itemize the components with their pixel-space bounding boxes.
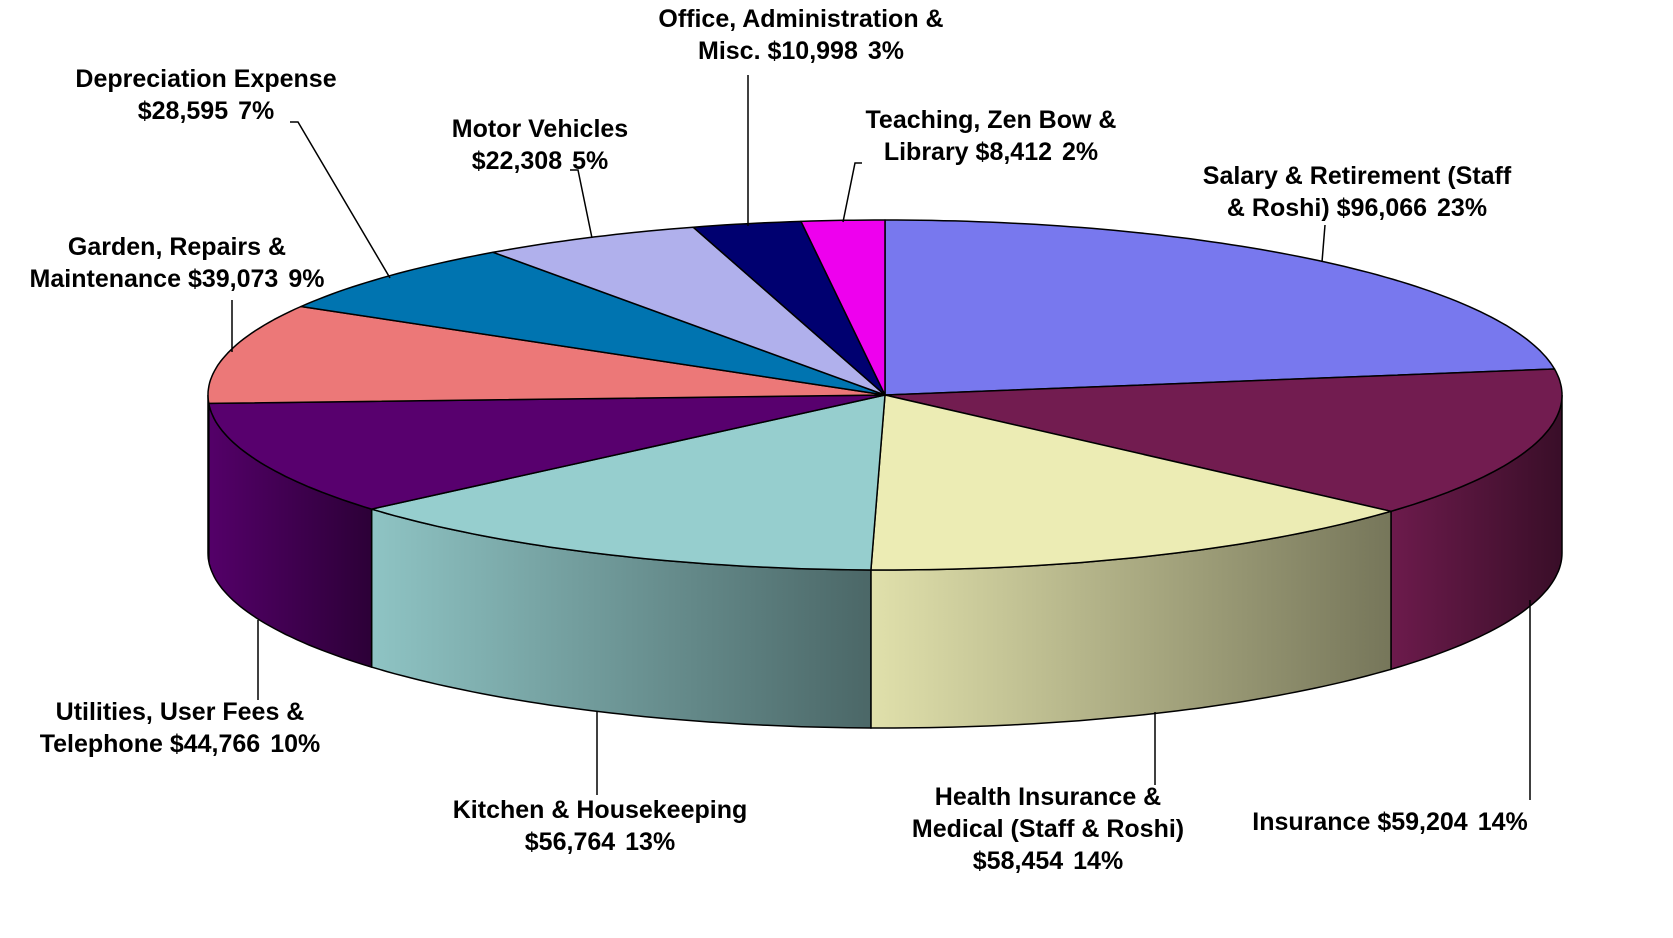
percent-label: 3%: [867, 37, 904, 65]
category-name: Utilities, User Fees & Telephone: [39, 698, 305, 758]
slice: [884, 368, 1563, 513]
percent-label: 9%: [288, 265, 325, 293]
data-label: Depreciation Expense $28,595 7%: [59, 63, 354, 127]
percent-label: 13%: [625, 828, 676, 856]
value-label: $44,766: [169, 730, 261, 758]
slice: [300, 251, 886, 396]
category-name: Motor Vehicles: [451, 115, 629, 143]
slice: [492, 226, 886, 396]
data-label: Motor Vehicles $22,308 5%: [385, 113, 695, 177]
data-label: Health Insurance & Medical (Staff & Rosh…: [893, 781, 1203, 877]
category-name: Health Insurance & Medical (Staff & Rosh…: [911, 783, 1185, 843]
percent-label: 7%: [238, 97, 275, 125]
data-label: Garden, Repairs & Maintenance $39,073 9%: [7, 231, 347, 295]
value-label: $28,595: [137, 97, 229, 125]
percent-label: 14%: [1073, 847, 1124, 875]
percent-label: 14%: [1477, 808, 1528, 836]
slice: [207, 305, 886, 405]
category-name: Garden, Repairs & Maintenance: [29, 233, 287, 293]
leader-line: [1321, 224, 1326, 263]
slice: [370, 394, 886, 571]
data-label: Teaching, Zen Bow & Library $8,412 2%: [844, 104, 1139, 168]
value-label: $10,998: [767, 37, 858, 65]
percent-label: 2%: [1062, 138, 1099, 166]
value-label: $22,308: [471, 147, 563, 175]
category-name: Office, Administration & Misc.: [658, 5, 944, 65]
leader-line: [842, 162, 862, 223]
category-name: Salary & Retirement (Staff & Roshi): [1202, 162, 1512, 222]
value-label: $59,204: [1377, 808, 1468, 836]
value-label: $56,764: [524, 828, 616, 856]
slice-side-shade: [1391, 395, 1562, 670]
slice: [208, 394, 886, 510]
slice-side-shade: [870, 511, 1391, 728]
category-name: Insurance: [1252, 808, 1371, 836]
value-label: $96,066: [1336, 194, 1428, 222]
category-name: Depreciation Expense: [75, 65, 337, 93]
slice-side-shade: [208, 395, 209, 562]
value-label: $8,412: [975, 138, 1053, 166]
data-label: Insurance $59,204 14%: [1210, 806, 1570, 838]
data-label: Utilities, User Fees & Telephone $44,766…: [20, 696, 340, 760]
leader-line: [570, 169, 593, 239]
percent-label: 23%: [1437, 194, 1488, 222]
category-name: Teaching, Zen Bow & Library: [865, 106, 1117, 166]
slice: [692, 220, 886, 396]
slice-side-shade: [371, 509, 871, 728]
data-label: Office, Administration & Misc. $10,998 3%: [639, 3, 964, 67]
slice: [870, 394, 1392, 571]
slice: [884, 219, 1556, 396]
leader-line: [290, 121, 391, 279]
data-label: Salary & Retirement (Staff & Roshi) $96,…: [1195, 160, 1520, 224]
data-label: Kitchen & Housekeeping $56,764 13%: [433, 794, 768, 858]
percent-label: 5%: [572, 147, 609, 175]
value-label: $39,073: [187, 265, 279, 293]
category-name: Kitchen & Housekeeping: [452, 796, 748, 824]
value-label: $58,454: [972, 847, 1064, 875]
slice-side-shade: [208, 403, 372, 668]
percent-label: 10%: [270, 730, 321, 758]
